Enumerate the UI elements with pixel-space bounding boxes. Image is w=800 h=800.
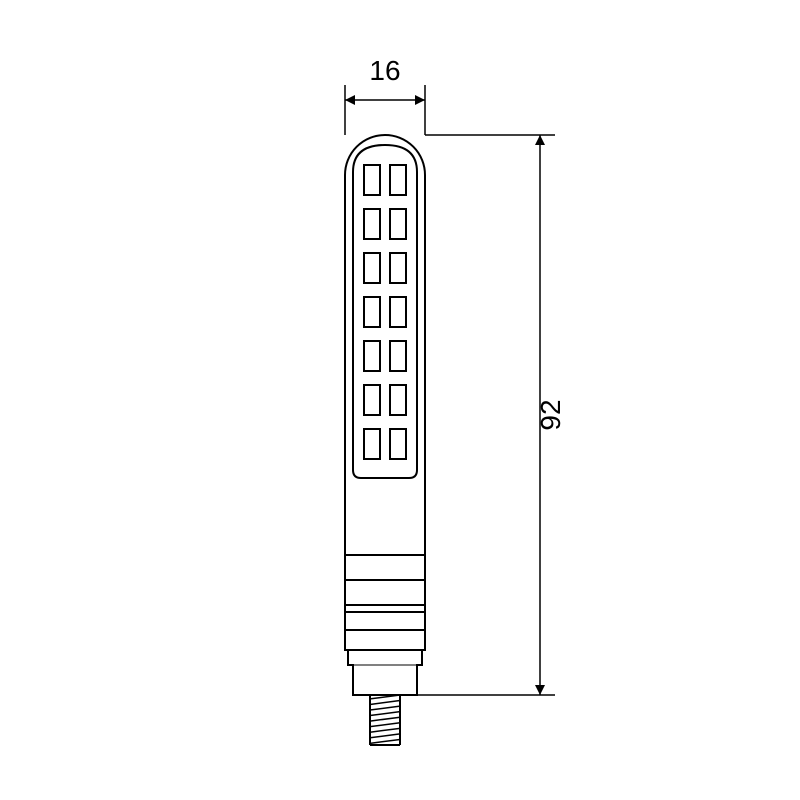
technical-drawing: 1692 [0,0,800,800]
height-dimension-label: 92 [535,399,566,430]
width-dimension-label: 16 [369,55,400,86]
